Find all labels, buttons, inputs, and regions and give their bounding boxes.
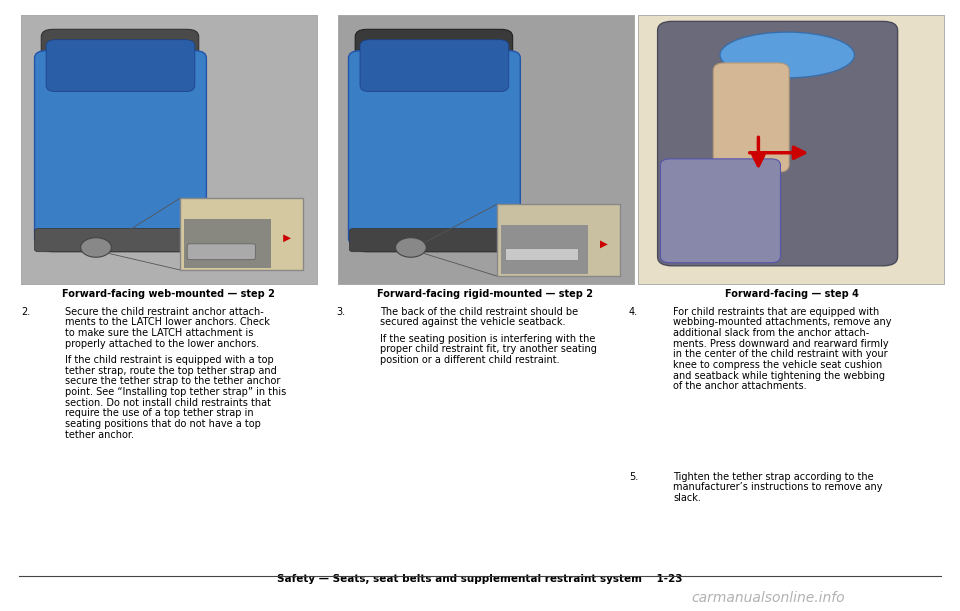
Text: ments to the LATCH lower anchors. Check: ments to the LATCH lower anchors. Check [65,317,270,327]
Text: Forward-facing — step 4: Forward-facing — step 4 [725,289,859,299]
FancyBboxPatch shape [360,40,509,92]
FancyBboxPatch shape [184,219,271,268]
FancyBboxPatch shape [35,229,215,252]
Text: Safety — Seats, seat belts and supplemental restraint system    1-23: Safety — Seats, seat belts and supplemen… [277,574,683,584]
Text: in the center of the child restraint with your: in the center of the child restraint wit… [673,349,888,359]
Text: tether anchor.: tether anchor. [65,430,134,439]
Text: additional slack from the anchor attach-: additional slack from the anchor attach- [673,328,869,338]
Text: Tighten the tether strap according to the: Tighten the tether strap according to th… [673,472,874,481]
FancyBboxPatch shape [35,51,206,246]
Text: knee to compress the vehicle seat cushion: knee to compress the vehicle seat cushio… [673,360,882,370]
FancyBboxPatch shape [638,15,944,284]
Text: properly attached to the lower anchors.: properly attached to the lower anchors. [65,338,259,349]
FancyBboxPatch shape [180,198,303,270]
Text: tether strap, route the top tether strap and: tether strap, route the top tether strap… [65,366,277,376]
FancyBboxPatch shape [349,229,530,252]
FancyBboxPatch shape [338,15,634,284]
Text: webbing-mounted attachments, remove any: webbing-mounted attachments, remove any [673,317,892,327]
Text: Secure the child restraint anchor attach-: Secure the child restraint anchor attach… [65,307,264,316]
FancyBboxPatch shape [658,21,898,266]
Text: 5.: 5. [629,472,638,481]
Text: carmanualsonline.info: carmanualsonline.info [691,591,845,605]
Text: Forward-facing rigid-mounted — step 2: Forward-facing rigid-mounted — step 2 [376,289,592,299]
FancyBboxPatch shape [501,225,588,274]
Circle shape [396,238,426,257]
Text: 4.: 4. [629,307,638,316]
Text: of the anchor attachments.: of the anchor attachments. [673,381,806,391]
FancyBboxPatch shape [348,51,520,246]
FancyBboxPatch shape [21,15,317,284]
Text: secured against the vehicle seatback.: secured against the vehicle seatback. [380,317,565,327]
FancyBboxPatch shape [21,15,317,284]
Text: secure the tether strap to the tether anchor: secure the tether strap to the tether an… [65,376,280,386]
Text: position or a different child restraint.: position or a different child restraint. [380,355,560,365]
Text: slack.: slack. [673,493,701,503]
Text: require the use of a top tether strap in: require the use of a top tether strap in [65,408,253,419]
FancyBboxPatch shape [505,248,578,260]
FancyBboxPatch shape [46,40,195,92]
FancyBboxPatch shape [41,29,199,252]
Text: The back of the child restraint should be: The back of the child restraint should b… [380,307,578,316]
FancyBboxPatch shape [355,29,513,252]
FancyBboxPatch shape [338,15,634,284]
Text: proper child restraint fit, try another seating: proper child restraint fit, try another … [380,345,597,354]
FancyBboxPatch shape [638,15,944,284]
Text: If the child restraint is equipped with a top: If the child restraint is equipped with … [65,355,274,365]
FancyBboxPatch shape [660,159,780,263]
Text: point. See “Installing top tether strap” in this: point. See “Installing top tether strap”… [65,387,286,397]
Text: section. Do not install child restraints that: section. Do not install child restraints… [65,398,272,408]
Text: If the seating position is interfering with the: If the seating position is interfering w… [380,334,595,344]
Text: and seatback while tightening the webbing: and seatback while tightening the webbin… [673,370,885,381]
Text: ments. Press downward and rearward firmly: ments. Press downward and rearward firml… [673,338,889,349]
Text: 2.: 2. [21,307,31,316]
FancyBboxPatch shape [713,63,789,172]
Text: to make sure the LATCH attachment is: to make sure the LATCH attachment is [65,328,253,338]
Text: manufacturer’s instructions to remove any: manufacturer’s instructions to remove an… [673,482,882,492]
FancyBboxPatch shape [497,204,620,276]
Text: 3.: 3. [336,307,346,316]
Circle shape [81,238,111,257]
Ellipse shape [720,32,854,78]
FancyBboxPatch shape [187,244,255,260]
Text: seating positions that do not have a top: seating positions that do not have a top [65,419,261,429]
Text: Forward-facing web-mounted — step 2: Forward-facing web-mounted — step 2 [61,289,275,299]
Text: For child restraints that are equipped with: For child restraints that are equipped w… [673,307,879,316]
